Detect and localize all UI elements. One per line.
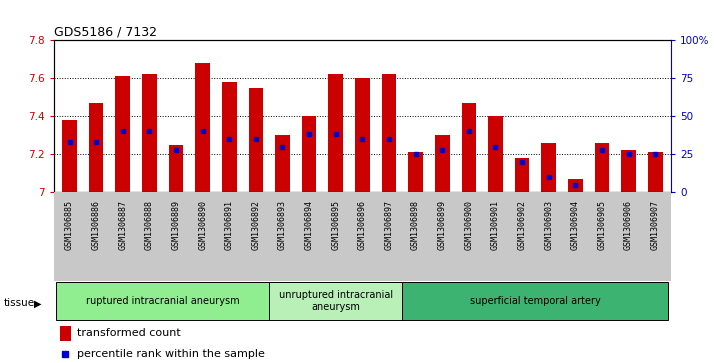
Bar: [408, 152, 423, 192]
Text: GSM1306907: GSM1306907: [650, 200, 660, 249]
Text: GSM1306903: GSM1306903: [544, 200, 553, 249]
Text: GSM1306892: GSM1306892: [251, 200, 261, 249]
Bar: [116, 76, 130, 192]
Text: tissue: tissue: [4, 298, 35, 308]
Bar: [248, 87, 263, 192]
Text: GSM1306888: GSM1306888: [145, 200, 154, 249]
Text: GSM1306889: GSM1306889: [171, 200, 181, 249]
Text: GSM1306897: GSM1306897: [384, 200, 393, 249]
Text: ▶: ▶: [34, 299, 42, 309]
Bar: [435, 135, 450, 192]
FancyBboxPatch shape: [56, 282, 269, 321]
Bar: [621, 151, 636, 192]
Text: GDS5186 / 7132: GDS5186 / 7132: [54, 26, 156, 39]
Text: transformed count: transformed count: [77, 329, 181, 338]
Text: unruptured intracranial
aneurysm: unruptured intracranial aneurysm: [278, 290, 393, 312]
Bar: [222, 82, 236, 192]
Bar: [169, 145, 183, 192]
Bar: [648, 152, 663, 192]
Text: GSM1306902: GSM1306902: [518, 200, 527, 249]
Text: GSM1306895: GSM1306895: [331, 200, 341, 249]
Bar: [89, 103, 104, 192]
Bar: [60, 326, 71, 341]
Bar: [62, 120, 77, 192]
Text: GSM1306904: GSM1306904: [570, 200, 580, 249]
Bar: [568, 179, 583, 192]
Text: GSM1306893: GSM1306893: [278, 200, 287, 249]
Bar: [515, 158, 529, 192]
Text: GSM1306905: GSM1306905: [598, 200, 606, 249]
Bar: [382, 74, 396, 192]
Bar: [196, 63, 210, 192]
Bar: [488, 116, 503, 192]
Text: GSM1306887: GSM1306887: [119, 200, 127, 249]
Bar: [142, 74, 156, 192]
Text: GSM1306885: GSM1306885: [65, 200, 74, 249]
Text: GSM1306896: GSM1306896: [358, 200, 367, 249]
Text: percentile rank within the sample: percentile rank within the sample: [77, 349, 265, 359]
Text: GSM1306906: GSM1306906: [624, 200, 633, 249]
Bar: [541, 143, 556, 192]
Bar: [302, 116, 316, 192]
Text: GSM1306900: GSM1306900: [464, 200, 473, 249]
Text: GSM1306901: GSM1306901: [491, 200, 500, 249]
Text: GSM1306886: GSM1306886: [91, 200, 101, 249]
Text: superficial temporal artery: superficial temporal artery: [470, 296, 600, 306]
Text: GSM1306898: GSM1306898: [411, 200, 420, 249]
Bar: [595, 143, 609, 192]
FancyBboxPatch shape: [402, 282, 668, 321]
Bar: [461, 103, 476, 192]
Text: ruptured intracranial aneurysm: ruptured intracranial aneurysm: [86, 296, 239, 306]
Text: GSM1306899: GSM1306899: [438, 200, 447, 249]
Bar: [355, 78, 370, 192]
Text: GSM1306891: GSM1306891: [225, 200, 233, 249]
FancyBboxPatch shape: [269, 282, 402, 321]
Bar: [275, 135, 290, 192]
Text: GSM1306890: GSM1306890: [198, 200, 207, 249]
Bar: [328, 74, 343, 192]
Text: GSM1306894: GSM1306894: [305, 200, 313, 249]
